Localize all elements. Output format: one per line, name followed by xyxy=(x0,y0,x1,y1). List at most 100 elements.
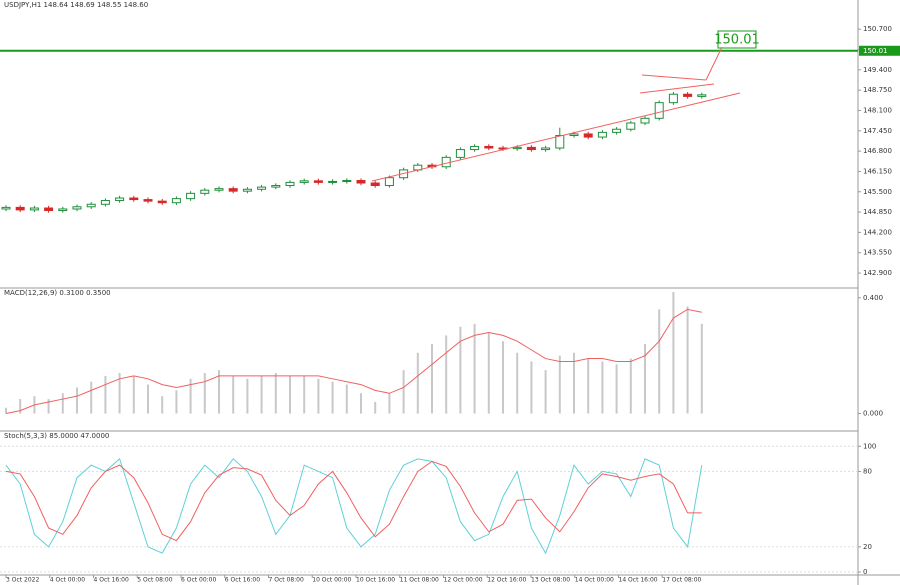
candle-body xyxy=(313,180,323,183)
histogram-bar xyxy=(161,396,164,414)
trendline xyxy=(639,83,715,94)
histogram-bar xyxy=(686,306,689,414)
histogram-bar xyxy=(658,309,661,414)
y-tick-label: 0 xyxy=(863,568,867,576)
histogram-bar xyxy=(303,375,306,414)
histogram-bar xyxy=(232,375,235,414)
histogram-bar xyxy=(132,375,135,414)
x-tick-label: 13 Oct 08:00 xyxy=(531,577,570,584)
y-tick-label: 149.400 xyxy=(863,66,892,74)
y-tick-label: 150.700 xyxy=(863,25,892,33)
histogram-bar xyxy=(473,323,476,414)
trendline xyxy=(371,92,741,182)
price-panel-title: USDJPY,H1 148.64 148.69 148.55 148.60 xyxy=(4,1,148,9)
candle-body xyxy=(626,122,636,130)
candle-body xyxy=(100,200,110,205)
stoch-panel-title: Stoch(5,3,3) 85.0000 47.0000 xyxy=(4,432,109,440)
main-line xyxy=(5,457,703,555)
candle-body xyxy=(214,188,224,191)
y-tick-label: 0.000 xyxy=(863,410,883,418)
candle-body xyxy=(541,147,551,151)
y-tick-label: 143.550 xyxy=(863,249,892,257)
candle-body xyxy=(44,207,54,212)
price-label-box xyxy=(717,30,757,49)
trendlines xyxy=(371,46,741,182)
y-tick-label: 0.400 xyxy=(863,294,883,302)
candle-body xyxy=(683,93,693,97)
y-tick-label: 148.100 xyxy=(863,106,892,114)
candle-body xyxy=(200,189,210,194)
candle-body xyxy=(597,131,607,138)
x-tick-label: 3 Oct 2022 xyxy=(6,577,39,584)
y-tick-label: 144.850 xyxy=(863,208,892,216)
histogram-bar xyxy=(374,401,377,414)
histogram-bar xyxy=(331,381,334,414)
histogram-bar xyxy=(90,381,93,414)
price-tag-label: 150.01 xyxy=(863,47,888,55)
x-tick-label: 14 Oct 00:00 xyxy=(575,577,614,584)
candle-body xyxy=(569,133,579,136)
histogram-bar xyxy=(530,361,533,414)
histogram-bar xyxy=(189,378,192,414)
histogram-bar xyxy=(19,399,22,414)
candle-body xyxy=(129,197,139,201)
candle-body xyxy=(455,149,465,158)
x-tick-label: 7 Oct 08:00 xyxy=(269,577,304,584)
histogram-bar xyxy=(672,292,675,414)
histogram-bar xyxy=(274,373,277,414)
histogram-bar xyxy=(544,370,547,414)
candle-body xyxy=(612,128,622,133)
y-tick-label: 20 xyxy=(863,543,872,551)
candle-body xyxy=(271,185,281,188)
candle-body xyxy=(342,180,352,183)
y-tick-label: 146.800 xyxy=(863,147,892,155)
x-tick-label: 14 Oct 16:00 xyxy=(619,577,658,584)
candle-body xyxy=(668,93,678,104)
candle-body xyxy=(484,145,494,149)
x-tick-label: 11 Oct 08:00 xyxy=(400,577,439,584)
x-tick-label: 4 Oct 16:00 xyxy=(94,577,129,584)
histogram-bar xyxy=(360,393,362,414)
y-tick-label: 142.900 xyxy=(863,269,892,277)
histogram-bar xyxy=(104,375,107,414)
candle-body xyxy=(1,206,11,210)
histogram-bar xyxy=(76,387,78,414)
candle-body xyxy=(72,206,82,210)
histogram-bar xyxy=(147,384,149,414)
candle-body xyxy=(143,199,153,202)
histogram-bar xyxy=(459,326,462,414)
label-connector xyxy=(705,46,723,81)
histogram-bar xyxy=(402,370,405,414)
candle-body xyxy=(512,146,522,150)
histogram-bar xyxy=(203,373,206,414)
candle-body xyxy=(356,180,366,184)
price-tag xyxy=(859,45,900,56)
histogram-bar xyxy=(260,375,263,414)
candle-body xyxy=(285,181,295,187)
y-tick-label: 145.500 xyxy=(863,188,892,196)
histogram-bar xyxy=(175,390,178,414)
candle-body xyxy=(555,134,565,149)
candle-body xyxy=(328,180,338,183)
histogram-bar xyxy=(431,344,433,414)
candle-body xyxy=(299,180,309,183)
candle-body xyxy=(441,156,451,168)
candle-body xyxy=(157,200,167,204)
histogram-bar xyxy=(644,344,646,414)
histogram-bar xyxy=(587,358,590,414)
x-tick-label: 12 Oct 00:00 xyxy=(444,577,483,584)
histogram-bar xyxy=(47,399,50,414)
candle-body xyxy=(115,197,125,202)
candle-body xyxy=(370,182,380,187)
histogram-bar xyxy=(629,358,632,414)
candle-body xyxy=(86,203,96,208)
y-tick-label: 146.150 xyxy=(863,167,892,175)
histogram-bar xyxy=(601,361,604,414)
histogram-bar xyxy=(700,323,703,414)
candle-body xyxy=(583,133,593,138)
signal-line xyxy=(5,460,702,542)
x-tick-label: 6 Oct 16:00 xyxy=(225,577,260,584)
macd-panel-title: MACD(12,26,9) 0.3100 0.3500 xyxy=(4,289,111,297)
histogram-bar xyxy=(445,335,448,414)
